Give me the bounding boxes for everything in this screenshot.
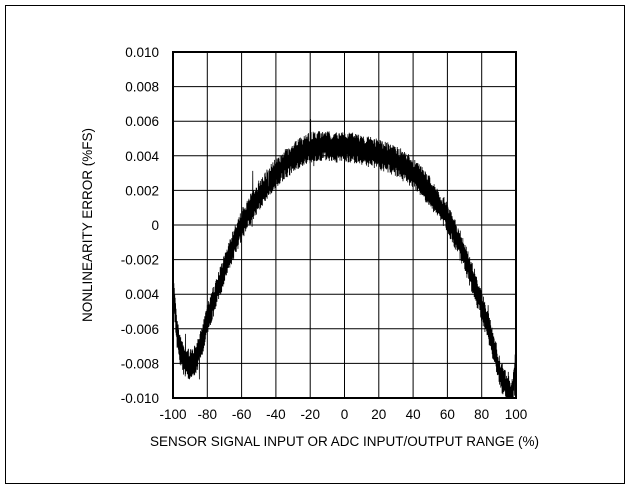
x-tick-label: -40 xyxy=(266,407,286,422)
x-tick-label: -100 xyxy=(159,407,186,422)
y-tick-label: 0.004 xyxy=(125,287,159,302)
x-tick-labels: -100 -80 -60 -40 -20 0 20 40 60 80 100 xyxy=(159,407,527,422)
x-tick-label: 40 xyxy=(406,407,421,422)
nonlinearity-error-series-line xyxy=(172,119,517,399)
y-tick-label: -0.006 xyxy=(121,322,159,337)
x-axis-label: SENSOR SIGNAL INPUT OR ADC INPUT/OUTPUT … xyxy=(150,434,539,449)
data-layer xyxy=(172,119,517,399)
y-tick-label: -0.010 xyxy=(121,391,159,406)
x-tick-label: -80 xyxy=(198,407,218,422)
nonlinearity-chart: 0.010 0.008 0.006 0.004 0.002 0 -0.002 0.004 -0.… xyxy=(80,45,539,449)
y-tick-label: 0.006 xyxy=(125,114,159,129)
y-axis-label: NONLINEARITY ERROR (%FS) xyxy=(80,128,95,322)
x-tick-label: -20 xyxy=(300,407,320,422)
y-tick-label: 0 xyxy=(151,218,159,233)
x-tick-label: 60 xyxy=(440,407,455,422)
y-tick-label: 0.002 xyxy=(125,183,159,198)
y-tick-label: -0.008 xyxy=(121,356,159,371)
x-tick-label: 80 xyxy=(474,407,489,422)
plot-area-border xyxy=(172,51,517,399)
x-tick-label: -60 xyxy=(232,407,252,422)
y-tick-label: 0.010 xyxy=(125,45,159,60)
x-tick-label: 20 xyxy=(371,407,386,422)
y-tick-label: 0.004 xyxy=(125,149,159,164)
x-tick-label: 0 xyxy=(341,407,349,422)
x-tick-label: 100 xyxy=(505,407,528,422)
y-tick-label: 0.008 xyxy=(125,80,159,95)
grid-lines xyxy=(172,51,517,399)
y-tick-label: -0.002 xyxy=(121,253,159,268)
chart-frame: 0.010 0.008 0.006 0.004 0.002 0 -0.002 0.004 -0.… xyxy=(5,5,625,484)
y-tick-labels: 0.010 0.008 0.006 0.004 0.002 0 -0.002 0.004 -0.… xyxy=(121,45,160,406)
